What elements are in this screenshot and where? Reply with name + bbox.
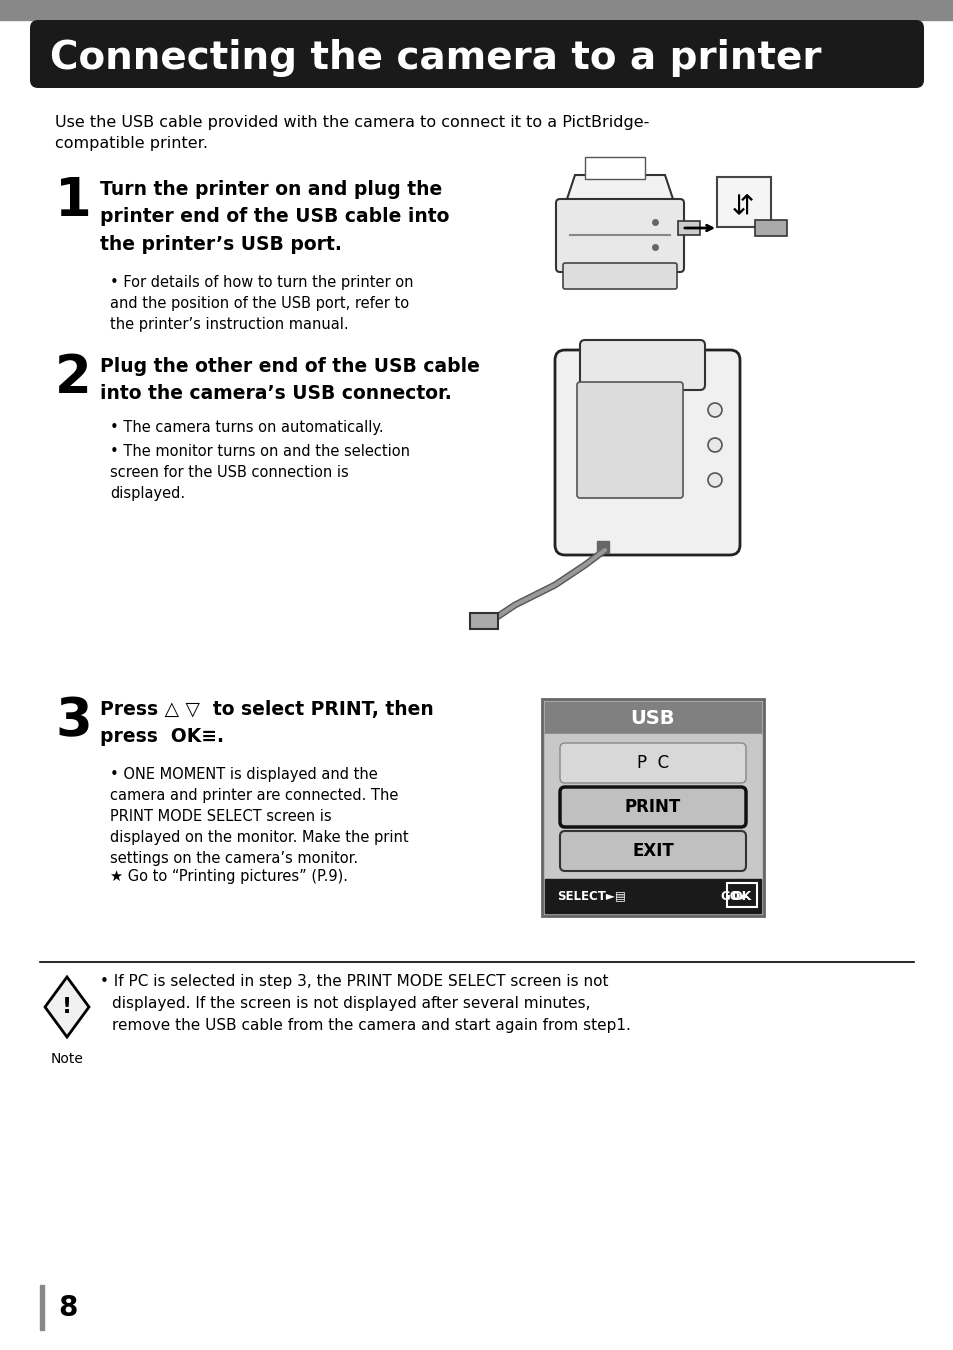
Text: Turn the printer on and plug the
printer end of the USB cable into
the printer’s: Turn the printer on and plug the printer…: [100, 180, 449, 254]
Circle shape: [707, 472, 721, 487]
Text: P  C: P C: [637, 755, 668, 772]
FancyBboxPatch shape: [577, 382, 682, 498]
FancyBboxPatch shape: [559, 787, 745, 828]
Text: Note: Note: [51, 1052, 83, 1066]
FancyBboxPatch shape: [555, 350, 740, 555]
Bar: [0, 0, 953, 20]
Bar: [544, 702, 760, 734]
Text: 3: 3: [55, 695, 91, 747]
Bar: [40, 1285, 44, 1330]
Polygon shape: [45, 977, 89, 1037]
Text: ★ Go to “Printing pictures” (P.9).: ★ Go to “Printing pictures” (P.9).: [110, 869, 348, 884]
FancyBboxPatch shape: [579, 340, 704, 390]
Text: ⇆: ⇆: [729, 190, 758, 213]
FancyBboxPatch shape: [726, 883, 757, 907]
Bar: [754, 220, 786, 236]
Text: remove the USB cable from the camera and start again from step1.: remove the USB cable from the camera and…: [112, 1018, 630, 1033]
FancyBboxPatch shape: [559, 743, 745, 783]
FancyBboxPatch shape: [30, 20, 923, 88]
Text: • The camera turns on automatically.: • The camera turns on automatically.: [110, 420, 383, 435]
Text: PRINT: PRINT: [624, 798, 680, 815]
FancyBboxPatch shape: [559, 832, 745, 871]
Bar: [544, 734, 760, 879]
Text: displayed. If the screen is not displayed after several minutes,: displayed. If the screen is not displaye…: [112, 996, 590, 1011]
Text: Connecting the camera to a printer: Connecting the camera to a printer: [50, 39, 821, 77]
Text: 2: 2: [55, 352, 91, 404]
FancyBboxPatch shape: [562, 263, 677, 289]
Text: !: !: [62, 998, 72, 1017]
FancyBboxPatch shape: [556, 198, 683, 271]
Text: EXIT: EXIT: [632, 842, 673, 860]
Text: Press △ ▽  to select PRINT, then: Press △ ▽ to select PRINT, then: [100, 701, 434, 720]
Text: • ONE MOMENT is displayed and the
camera and printer are connected. The
PRINT MO: • ONE MOMENT is displayed and the camera…: [110, 767, 408, 865]
Text: OK: OK: [731, 890, 751, 903]
Text: USB: USB: [630, 709, 675, 728]
Text: SELECT►▤: SELECT►▤: [557, 890, 625, 903]
Bar: [544, 879, 760, 913]
Text: GO►: GO►: [720, 890, 748, 903]
Bar: [678, 221, 700, 235]
Text: • For details of how to turn the printer on
and the position of the USB port, re: • For details of how to turn the printer…: [110, 275, 413, 332]
Text: Use the USB cable provided with the camera to connect it to a PictBridge-
compat: Use the USB cable provided with the came…: [55, 115, 649, 151]
Text: • The monitor turns on and the selection
screen for the USB connection is
displa: • The monitor turns on and the selection…: [110, 444, 410, 501]
Text: 8: 8: [58, 1295, 77, 1322]
Text: Plug the other end of the USB cable
into the camera’s USB connector.: Plug the other end of the USB cable into…: [100, 356, 479, 404]
Text: • If PC is selected in step 3, the PRINT MODE SELECT screen is not: • If PC is selected in step 3, the PRINT…: [100, 973, 608, 990]
FancyBboxPatch shape: [541, 699, 763, 917]
Circle shape: [707, 437, 721, 452]
Bar: [470, 613, 497, 629]
FancyBboxPatch shape: [717, 177, 770, 227]
Text: press  OK≡.: press OK≡.: [100, 728, 224, 747]
Polygon shape: [564, 176, 675, 205]
Circle shape: [707, 404, 721, 417]
Text: 1: 1: [55, 176, 91, 227]
Bar: [584, 157, 644, 180]
